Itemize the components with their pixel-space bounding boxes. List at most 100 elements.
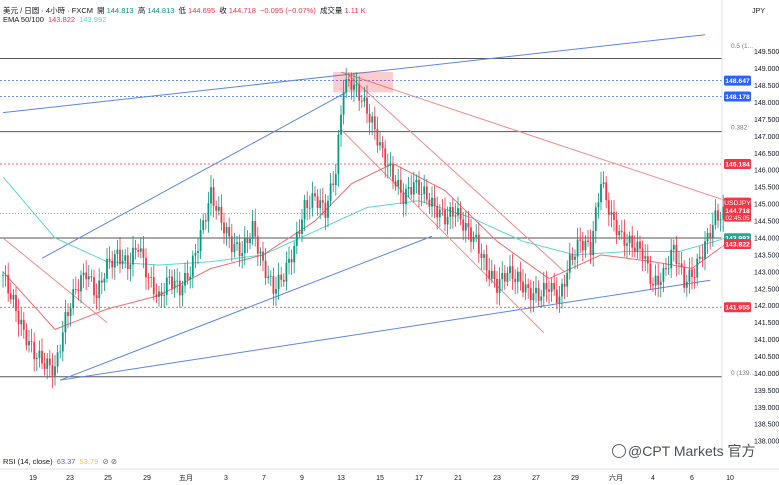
candle-body	[696, 258, 699, 278]
trendline	[60, 235, 433, 381]
candle-body	[137, 249, 140, 252]
price-tick: 141.000	[754, 337, 779, 344]
trendline	[2, 237, 108, 324]
candle-body	[25, 329, 28, 346]
symbol-title[interactable]: 美元 / 日圆 · 4小時 · FXCM	[3, 6, 93, 15]
candle-body	[191, 255, 194, 277]
candle-body	[321, 200, 324, 203]
candle-body	[87, 276, 90, 280]
time-tick: 17	[415, 475, 423, 482]
candle-body	[4, 274, 7, 276]
ema50-value: 143.822	[47, 15, 76, 24]
candle-body	[711, 224, 714, 239]
candle-body	[470, 227, 472, 242]
candle-body	[457, 208, 459, 216]
candle-body	[449, 206, 452, 217]
price-tick: 145.500	[754, 185, 779, 192]
time-axis: 19 23 25 29 五月 3 7 9 13 15 17 21 23 27 29 六月 4 6 10	[0, 468, 779, 482]
price-tick: 138.500	[754, 422, 779, 429]
candle-body	[329, 183, 332, 201]
candle-body	[623, 231, 626, 246]
candle-body	[368, 113, 371, 123]
candle-body	[15, 295, 17, 311]
candle-body	[574, 256, 576, 260]
candle-body	[698, 256, 701, 259]
price-tick: 144.000	[754, 235, 779, 242]
candle-body	[600, 184, 602, 203]
candle-body	[496, 278, 498, 293]
candle-body	[85, 272, 88, 280]
candle-body	[225, 227, 228, 234]
ema-legend[interactable]: EMA 50/100 143.822 143.992	[3, 15, 108, 24]
price-tick: 147.000	[754, 134, 779, 141]
candle-body	[345, 79, 348, 93]
candle-body	[548, 289, 550, 292]
time-tick: 21	[454, 475, 462, 482]
candle-body	[571, 254, 574, 260]
candle-body	[594, 207, 597, 231]
candle-body	[2, 275, 4, 277]
time-tick: 29	[143, 475, 151, 482]
candle-body	[366, 97, 368, 114]
candle-body	[620, 230, 623, 232]
candle-body	[334, 174, 337, 186]
candle-body	[238, 242, 241, 257]
candle-body	[241, 253, 244, 257]
candle-body	[423, 186, 426, 195]
price-tick: 142.000	[754, 303, 779, 310]
candle-body	[628, 235, 631, 244]
candle-body	[436, 205, 439, 218]
candle-body	[90, 276, 93, 278]
candle-body	[327, 200, 329, 218]
price-tick: 147.500	[754, 117, 779, 124]
candle-body	[381, 142, 384, 149]
candle-body	[202, 220, 205, 231]
price-label-text: 143.822	[725, 241, 750, 248]
current-symbol: USDJPY	[724, 200, 751, 207]
time-tick: 13	[337, 475, 345, 482]
candle-body	[392, 163, 394, 182]
price-tick: 149.000	[754, 66, 779, 73]
candle-body	[212, 187, 215, 206]
logo-icon	[612, 444, 626, 458]
candle-body	[371, 116, 374, 123]
candle-body	[524, 284, 527, 293]
candle-body	[405, 188, 407, 205]
candle-body	[488, 270, 491, 279]
supply-zone-rect	[333, 72, 393, 93]
rsi-legend[interactable]: RSI (14, close) 63.37 53.79 ⊘ ⊘	[3, 457, 118, 466]
trendline	[41, 91, 347, 259]
candle-body	[615, 219, 618, 236]
candle-body	[269, 275, 272, 277]
candle-body	[324, 202, 327, 218]
candle-body	[376, 129, 379, 146]
candle-body	[126, 255, 129, 270]
candle-body	[220, 206, 223, 223]
price-tick: 145.000	[754, 202, 779, 209]
candle-body	[184, 272, 186, 286]
price-label-text: 141.955	[725, 305, 750, 312]
close-label: 收	[219, 6, 227, 15]
fib-label: 0.5 (1...	[731, 43, 753, 50]
low-label: 低	[178, 6, 187, 15]
ema50-line	[2, 162, 727, 330]
price-tick: 141.500	[754, 320, 779, 327]
candle-body	[129, 264, 132, 270]
candle-body	[59, 351, 62, 353]
candle-body	[472, 236, 475, 242]
candle-body	[644, 256, 647, 259]
candle-body	[397, 179, 400, 187]
candle-body	[249, 238, 251, 244]
time-tick: 4	[651, 475, 655, 482]
candle-body	[228, 227, 231, 237]
candle-body	[95, 295, 98, 299]
candle-body	[264, 260, 267, 279]
candle-body	[285, 262, 288, 282]
candle-body	[17, 310, 20, 325]
watermark-text: @CPT Markets 官方	[628, 443, 756, 459]
candle-body	[103, 278, 106, 283]
candle-body	[207, 203, 210, 222]
price-labels: 148.647148.178146.184143.993143.822141.9…	[0, 75, 751, 313]
candle-body	[605, 182, 608, 201]
